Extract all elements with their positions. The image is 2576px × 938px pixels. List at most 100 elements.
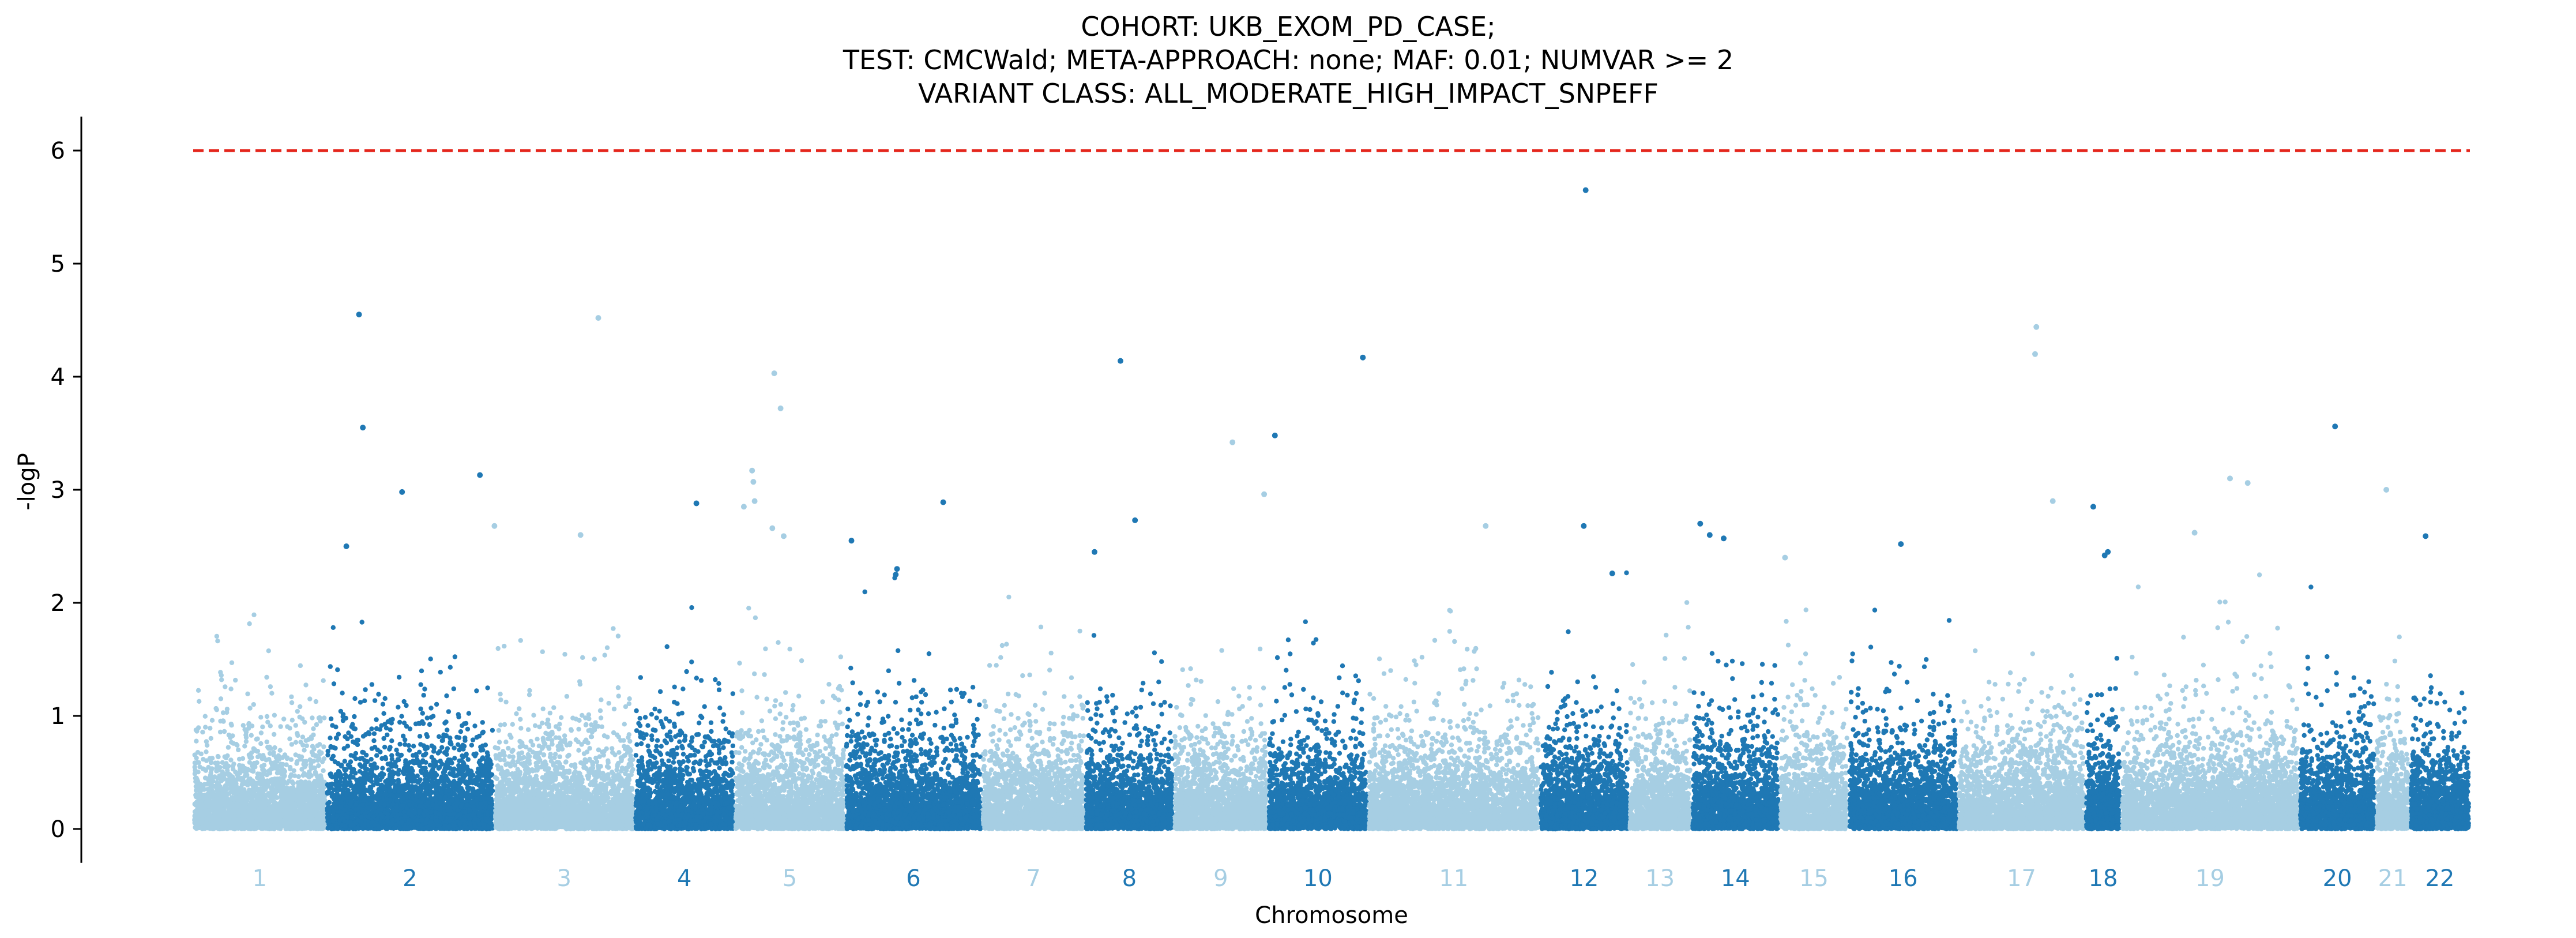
title-line-1: COHORT: UKB_EXOM_PD_CASE; bbox=[1081, 11, 1495, 42]
data-point bbox=[209, 767, 214, 773]
data-point bbox=[456, 742, 461, 748]
data-point bbox=[243, 739, 249, 744]
data-point bbox=[328, 736, 333, 741]
data-point bbox=[261, 784, 267, 789]
data-point bbox=[332, 759, 338, 764]
data-point bbox=[302, 819, 308, 824]
data-point bbox=[204, 739, 209, 744]
data-point bbox=[272, 745, 277, 751]
data-point bbox=[343, 779, 348, 785]
data-point bbox=[258, 730, 264, 736]
data-point bbox=[345, 736, 350, 741]
data-point bbox=[313, 770, 318, 775]
data-point bbox=[401, 721, 407, 726]
data-point bbox=[451, 686, 456, 692]
data-point bbox=[434, 788, 439, 794]
data-point bbox=[372, 698, 378, 703]
data-point bbox=[266, 791, 271, 796]
data-point bbox=[260, 775, 265, 780]
data-point bbox=[218, 696, 224, 701]
data-point bbox=[209, 815, 214, 820]
data-point bbox=[225, 745, 231, 750]
data-point bbox=[210, 826, 216, 832]
data-point bbox=[382, 744, 388, 750]
data-point bbox=[333, 736, 339, 741]
data-point bbox=[198, 751, 204, 757]
data-point bbox=[431, 745, 437, 750]
data-point bbox=[217, 812, 222, 817]
data-point bbox=[201, 767, 206, 772]
data-point bbox=[272, 731, 277, 737]
data-point bbox=[418, 682, 423, 688]
data-point bbox=[485, 685, 490, 691]
data-point bbox=[374, 753, 379, 758]
data-point bbox=[261, 755, 266, 760]
data-point bbox=[371, 738, 377, 744]
data-point bbox=[245, 691, 250, 697]
data-point bbox=[247, 621, 252, 626]
data-point bbox=[271, 815, 276, 820]
data-point bbox=[278, 724, 283, 729]
data-point bbox=[330, 625, 336, 631]
data-point bbox=[295, 790, 300, 795]
data-point bbox=[295, 708, 300, 714]
data-point bbox=[299, 824, 304, 830]
data-point bbox=[348, 753, 354, 758]
data-point bbox=[227, 800, 232, 805]
data-point bbox=[259, 825, 264, 830]
data-point bbox=[333, 725, 339, 730]
data-point bbox=[208, 757, 213, 763]
data-point bbox=[426, 774, 431, 780]
data-point bbox=[260, 724, 265, 730]
data-point bbox=[303, 738, 309, 744]
data-point bbox=[307, 696, 313, 701]
data-point bbox=[266, 768, 272, 774]
data-point bbox=[369, 682, 375, 687]
data-point bbox=[321, 744, 326, 749]
data-point bbox=[194, 755, 199, 761]
data-point bbox=[242, 826, 247, 831]
data-point bbox=[363, 687, 368, 692]
data-point bbox=[295, 731, 300, 736]
data-point bbox=[219, 677, 224, 682]
data-point bbox=[306, 813, 311, 819]
data-point bbox=[251, 746, 256, 751]
data-point bbox=[465, 726, 471, 732]
data-point bbox=[194, 729, 200, 734]
data-point bbox=[289, 779, 295, 785]
data-point bbox=[215, 819, 220, 825]
data-point bbox=[363, 732, 368, 737]
data-point bbox=[484, 754, 490, 759]
data-point bbox=[202, 812, 208, 817]
data-point bbox=[193, 783, 199, 789]
title-line-3: VARIANT CLASS: ALL_MODERATE_HIGH_IMPACT_… bbox=[918, 78, 1659, 109]
data-point bbox=[296, 753, 302, 759]
data-point bbox=[210, 783, 216, 789]
data-point bbox=[281, 767, 287, 773]
data-point bbox=[229, 779, 234, 785]
data-point bbox=[418, 706, 423, 712]
data-point bbox=[381, 736, 386, 741]
data-point bbox=[311, 798, 317, 803]
data-point bbox=[350, 722, 355, 727]
data-point bbox=[258, 715, 264, 720]
data-point bbox=[362, 763, 367, 768]
data-point bbox=[302, 748, 307, 753]
data-point bbox=[359, 620, 364, 625]
data-point bbox=[265, 817, 270, 822]
data-point bbox=[447, 665, 453, 670]
data-point bbox=[280, 761, 285, 767]
data-point bbox=[276, 817, 281, 823]
data-point bbox=[239, 782, 245, 787]
data-point bbox=[313, 699, 319, 704]
data-point bbox=[465, 790, 470, 796]
data-point bbox=[385, 732, 390, 738]
data-point bbox=[422, 752, 427, 757]
data-point bbox=[214, 707, 219, 712]
data-point bbox=[474, 688, 479, 693]
data-point bbox=[431, 763, 437, 768]
data-point bbox=[353, 751, 359, 756]
data-point bbox=[321, 756, 327, 761]
data-point bbox=[299, 805, 304, 810]
data-point bbox=[303, 682, 309, 688]
